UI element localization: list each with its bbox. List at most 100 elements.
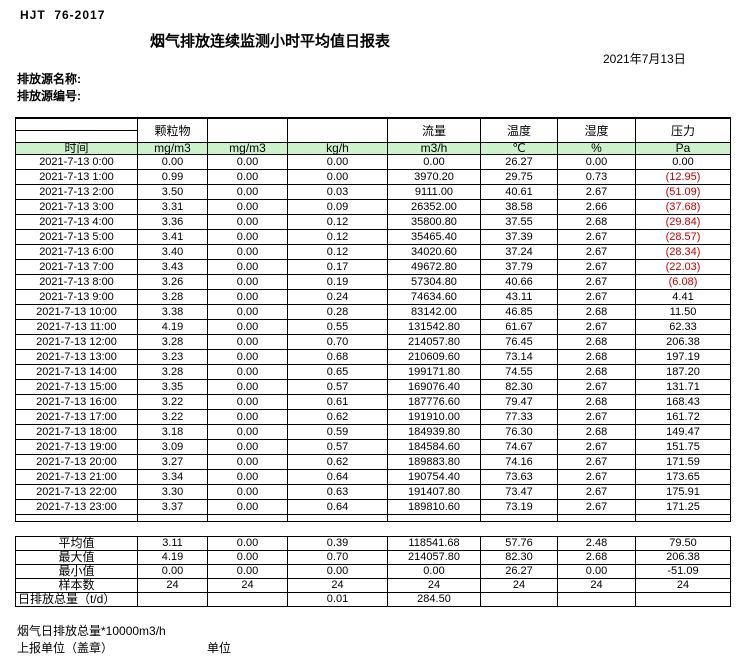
value-cell: 76.45 bbox=[480, 334, 558, 350]
value-cell: 0.99 bbox=[137, 169, 208, 185]
value-cell: 2.67 bbox=[557, 499, 636, 515]
value-cell: 0.00 bbox=[207, 499, 288, 515]
table-row: 2021-7-13 10:00 3.38 0.00 0.28 83142.00 46.85… bbox=[15, 304, 731, 320]
value-cell: 74634.60 bbox=[387, 289, 481, 305]
value-cell: 0.64 bbox=[287, 469, 388, 485]
value-cell: 77.33 bbox=[480, 409, 558, 425]
value-cell: 199171.80 bbox=[387, 364, 481, 380]
unit-label: 单位 bbox=[207, 641, 232, 655]
summary-value-cell: 24 bbox=[137, 578, 208, 593]
table-row: 2021-7-13 2:00 3.50 0.00 0.03 9111.00 40.61 2.… bbox=[15, 184, 731, 200]
unit-header: mg/m3 bbox=[207, 142, 288, 155]
summary-value-cell: 24 bbox=[207, 578, 288, 593]
value-cell: 0.00 bbox=[207, 439, 288, 455]
value-cell: 3.23 bbox=[137, 349, 208, 365]
time-cell: 2021-7-13 17:00 bbox=[15, 409, 138, 425]
value-cell: 0.00 bbox=[207, 229, 288, 245]
value-cell: 82.30 bbox=[480, 379, 558, 395]
value-cell: 171.25 bbox=[635, 499, 731, 515]
value-cell: 161.72 bbox=[635, 409, 731, 425]
value-cell: 2.68 bbox=[557, 364, 636, 380]
value-cell: 73.19 bbox=[480, 499, 558, 515]
table-row: 2021-7-13 1:00 0.99 0.00 0.00 3970.20 29.75 0.… bbox=[15, 169, 731, 185]
value-cell: 2.67 bbox=[557, 409, 636, 425]
value-cell: 0.68 bbox=[287, 349, 388, 365]
value-cell: 0.70 bbox=[287, 334, 388, 350]
summary-value-cell: 206.38 bbox=[635, 550, 731, 565]
value-cell: 2.67 bbox=[557, 244, 636, 260]
table-row: 2021-7-13 5:00 3.41 0.00 0.12 35465.40 37.39 2… bbox=[15, 229, 731, 245]
value-cell: 2.67 bbox=[557, 439, 636, 455]
time-cell: 2021-7-13 0:00 bbox=[15, 154, 138, 170]
time-cell: 2021-7-13 3:00 bbox=[15, 199, 138, 215]
value-cell: 38.58 bbox=[480, 199, 558, 215]
col-header-temperature: 温度 bbox=[480, 117, 558, 143]
value-cell: 11.50 bbox=[635, 304, 731, 320]
value-cell: 0.62 bbox=[287, 454, 388, 470]
value-cell: 0.12 bbox=[287, 229, 388, 245]
page-title: 烟气排放连续监测小时平均值日报表 bbox=[150, 33, 391, 50]
value-cell: 0.00 bbox=[207, 409, 288, 425]
value-cell: 3.26 bbox=[137, 274, 208, 290]
time-cell: 2021-7-13 18:00 bbox=[15, 424, 138, 440]
summary-rows: 平均值 3.11 0.00 0.39 118541.68 57.76 2.48 79.50 最大… bbox=[15, 536, 731, 607]
summary-value-cell: 24 bbox=[557, 578, 636, 593]
value-cell: 171.59 bbox=[635, 454, 731, 470]
source-code-label: 排放源编号: bbox=[17, 89, 81, 103]
value-cell: 4.19 bbox=[137, 319, 208, 335]
table-row: 2021-7-13 3:00 3.31 0.00 0.09 26352.00 38.58 2… bbox=[15, 199, 731, 215]
value-cell: 3.18 bbox=[137, 424, 208, 440]
table-row: 2021-7-13 20:00 3.27 0.00 0.62 189883.80 74.1… bbox=[15, 454, 731, 470]
hourly-rows: 2021-7-13 0:00 0.00 0.00 0.00 0.00 26.27 0.00 0… bbox=[15, 154, 731, 515]
summary-value-cell: 24 bbox=[287, 578, 388, 593]
table-row: 2021-7-13 19:00 3.09 0.00 0.57 184584.60 74.6… bbox=[15, 439, 731, 455]
table-row: 2021-7-13 4:00 3.36 0.00 0.12 35800.80 37.55 2… bbox=[15, 214, 731, 230]
summary-value-cell: 24 bbox=[387, 578, 481, 593]
value-cell: 0.28 bbox=[287, 304, 388, 320]
value-cell: 0.00 bbox=[137, 154, 208, 170]
value-cell: 0.19 bbox=[287, 274, 388, 290]
value-cell: 76.30 bbox=[480, 424, 558, 440]
value-cell: 197.19 bbox=[635, 349, 731, 365]
value-cell: 0.62 bbox=[287, 409, 388, 425]
value-cell: 3.30 bbox=[137, 484, 208, 500]
pollutant-header-row: 颗粒物 流量 温度 湿度 压力 bbox=[15, 117, 731, 143]
value-cell: 61.67 bbox=[480, 319, 558, 335]
value-cell: (51.09) bbox=[635, 184, 731, 200]
value-cell: 0.00 bbox=[207, 304, 288, 320]
table-row: 2021-7-13 6:00 3.40 0.00 0.12 34020.60 37.24 2… bbox=[15, 244, 731, 260]
value-cell: 0.65 bbox=[287, 364, 388, 380]
value-cell: 73.47 bbox=[480, 484, 558, 500]
units-header-row: 时间 mg/m3 mg/m3 kg/h m3/h ℃ % Pa bbox=[15, 142, 731, 155]
value-cell: 2.67 bbox=[557, 484, 636, 500]
time-cell: 2021-7-13 22:00 bbox=[15, 484, 138, 500]
table-row: 2021-7-13 0:00 0.00 0.00 0.00 0.00 26.27 0.00 0… bbox=[15, 154, 731, 170]
value-cell: 3.31 bbox=[137, 199, 208, 215]
summary-value-cell: 0.70 bbox=[287, 550, 388, 565]
time-cell: 2021-7-13 15:00 bbox=[15, 379, 138, 395]
summary-value-cell: 0.01 bbox=[287, 592, 388, 607]
value-cell: 26.27 bbox=[480, 154, 558, 170]
summary-value-cell bbox=[207, 592, 288, 607]
hourly-table: 颗粒物 流量 温度 湿度 压力 时间 mg/m3 mg/m3 kg/h m3/h… bbox=[15, 117, 731, 522]
value-cell: 0.09 bbox=[287, 199, 388, 215]
summary-value-cell bbox=[480, 592, 558, 607]
value-cell: 131542.80 bbox=[387, 319, 481, 335]
table-row: 2021-7-13 14:00 3.28 0.00 0.65 199171.80 74.5… bbox=[15, 364, 731, 380]
value-cell: 0.00 bbox=[207, 199, 288, 215]
value-cell: 0.00 bbox=[207, 379, 288, 395]
value-cell: 0.61 bbox=[287, 394, 388, 410]
value-cell: 214057.80 bbox=[387, 334, 481, 350]
value-cell: 3.40 bbox=[137, 244, 208, 260]
value-cell: 206.38 bbox=[635, 334, 731, 350]
summary-value-cell: 0.00 bbox=[387, 564, 481, 579]
table-row: 2021-7-13 13:00 3.23 0.00 0.68 210609.60 73.1… bbox=[15, 349, 731, 365]
value-cell: 2.67 bbox=[557, 274, 636, 290]
value-cell: 2.68 bbox=[557, 304, 636, 320]
value-cell: 191910.00 bbox=[387, 409, 481, 425]
time-header: 时间 bbox=[15, 142, 138, 155]
value-cell: 46.85 bbox=[480, 304, 558, 320]
summary-value-cell: 0.00 bbox=[207, 564, 288, 579]
value-cell: 3.34 bbox=[137, 469, 208, 485]
value-cell: 0.00 bbox=[207, 184, 288, 200]
